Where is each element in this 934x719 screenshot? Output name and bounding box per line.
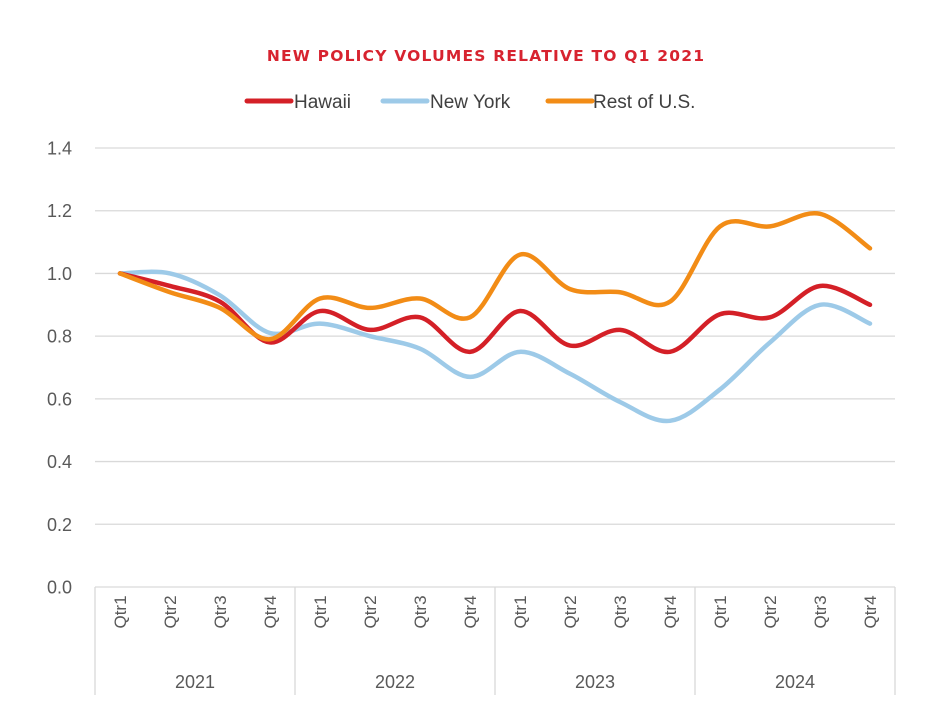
x-group-label: 2023 bbox=[575, 672, 615, 692]
y-tick-label: 1.0 bbox=[47, 264, 72, 284]
legend: Hawaii New York Rest of U.S. bbox=[244, 92, 695, 113]
legend-label: Rest of U.S. bbox=[593, 92, 695, 113]
x-tick-label: Qtr4 bbox=[861, 595, 880, 628]
y-tick-label: 1.4 bbox=[47, 139, 72, 159]
series-lines bbox=[117, 211, 873, 424]
x-tick-label: Qtr1 bbox=[711, 595, 730, 628]
x-group-label: 2021 bbox=[175, 672, 215, 692]
x-tick-label: Qtr1 bbox=[311, 595, 330, 628]
legend-item-new-york: New York bbox=[380, 92, 511, 113]
x-tick-label: Qtr2 bbox=[161, 595, 180, 628]
gridlines bbox=[95, 147, 895, 525]
x-tick-label: Qtr4 bbox=[661, 595, 680, 628]
y-tick-label: 0.8 bbox=[47, 327, 72, 347]
x-tick-label: Qtr3 bbox=[611, 595, 630, 628]
x-group-label: 2024 bbox=[775, 672, 815, 692]
y-tick-label: 1.2 bbox=[47, 201, 72, 221]
y-tick-label: 0.0 bbox=[47, 578, 72, 598]
x-tick-label: Qtr2 bbox=[761, 595, 780, 628]
legend-item-rest-of-u-s: Rest of U.S. bbox=[545, 92, 695, 113]
y-tick-label: 0.2 bbox=[47, 515, 72, 535]
legend-label: New York bbox=[430, 92, 511, 113]
x-tick-label: Qtr2 bbox=[361, 595, 380, 628]
x-tick-label: Qtr1 bbox=[511, 595, 530, 628]
x-tick-label: Qtr3 bbox=[411, 595, 430, 628]
x-tick-label: Qtr2 bbox=[561, 595, 580, 628]
chart-title: NEW POLICY VOLUMES RELATIVE TO Q1 2021 bbox=[267, 47, 705, 65]
x-axis: Qtr1 Qtr2 Qtr3 Qtr4 2021 Qtr1 Qtr2 Qtr3 Qtr4 2022… bbox=[94, 586, 896, 695]
x-tick-label: Qtr4 bbox=[461, 595, 480, 628]
x-tick-label: Qtr4 bbox=[261, 595, 280, 628]
y-tick-label: 0.4 bbox=[47, 452, 72, 472]
y-tick-label: 0.6 bbox=[47, 389, 72, 409]
series-line-new-york bbox=[117, 269, 873, 424]
x-tick-label: Qtr1 bbox=[111, 595, 130, 628]
x-group-label: 2022 bbox=[375, 672, 415, 692]
x-tick-label: Qtr3 bbox=[811, 595, 830, 628]
legend-item-hawaii: Hawaii bbox=[244, 92, 351, 113]
series-line-rest-of-u-s bbox=[117, 211, 873, 342]
x-tick-label: Qtr3 bbox=[211, 595, 230, 628]
legend-label: Hawaii bbox=[294, 92, 351, 113]
y-axis-ticks: 0.0 0.2 0.4 0.6 0.8 1.0 1.2 1.4 bbox=[47, 139, 72, 598]
